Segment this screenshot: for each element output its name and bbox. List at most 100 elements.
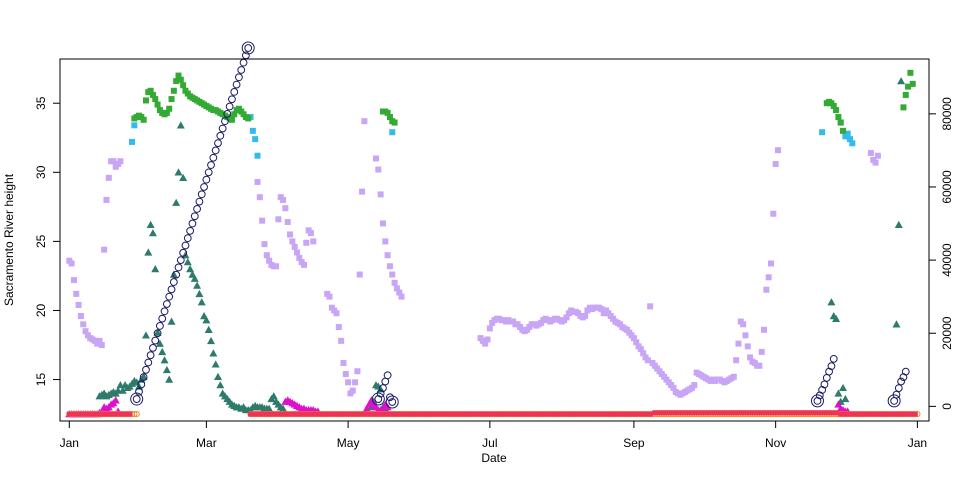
data-point: [872, 159, 879, 166]
y2-tick-label: 0: [940, 403, 954, 410]
data-point: [393, 285, 400, 292]
data-point: [866, 411, 872, 417]
data-point: [340, 411, 346, 417]
data-point: [261, 411, 267, 417]
data-point: [745, 410, 751, 416]
y-axis-title: Sacramento River height: [2, 173, 16, 306]
data-point: [151, 336, 160, 345]
data-point: [656, 410, 662, 416]
data-point: [361, 118, 368, 125]
data-point: [230, 88, 239, 96]
data-point: [847, 411, 853, 417]
data-point: [782, 410, 788, 416]
data-point: [225, 102, 234, 111]
data-point: [231, 111, 238, 118]
data-point: [735, 340, 742, 347]
x-axis: Jan Mar May Jul Sep Nov Jan: [60, 420, 927, 450]
data-point: [359, 188, 366, 195]
data-point: [392, 411, 398, 417]
data-point: [209, 153, 218, 162]
data-point: [132, 395, 141, 403]
data-point: [680, 410, 686, 416]
data-point: [172, 270, 181, 279]
data-point: [835, 114, 842, 121]
data-point: [85, 411, 91, 417]
data-point: [190, 212, 199, 221]
data-point: [282, 205, 289, 212]
data-point: [387, 411, 393, 417]
y-tick-label: 35: [34, 96, 48, 110]
data-point: [652, 410, 658, 416]
data-point: [841, 394, 850, 403]
data-point: [68, 260, 75, 267]
data-point: [275, 216, 282, 223]
x-tick-label: Jan: [60, 436, 79, 450]
data-point: [245, 115, 252, 122]
data-point: [373, 411, 379, 417]
data-point: [165, 375, 174, 383]
y2-tick-label: 80000: [940, 97, 954, 131]
data-point: [221, 117, 229, 126]
data-point: [396, 411, 402, 417]
data-point: [322, 411, 328, 417]
x-tick-label: Mar: [196, 436, 217, 450]
data-point: [356, 271, 363, 278]
data-point: [308, 411, 314, 417]
data-point: [307, 230, 314, 237]
data-point: [401, 411, 407, 417]
data-point: [82, 328, 89, 335]
data-point: [294, 249, 300, 256]
data-point: [601, 411, 607, 417]
data-point: [228, 95, 236, 104]
data-point: [834, 389, 843, 397]
data-point: [461, 411, 467, 417]
data-point: [228, 116, 235, 123]
data-point: [587, 411, 593, 417]
data-point: [70, 277, 77, 284]
data-point: [827, 298, 836, 306]
data-point: [345, 411, 351, 417]
data-point: [261, 241, 268, 248]
data-point: [386, 393, 394, 402]
data-point: [103, 411, 109, 417]
data-point: [540, 411, 546, 417]
data-point: [644, 357, 651, 364]
data-point: [181, 241, 190, 250]
data-point: [726, 410, 732, 416]
data-point: [744, 343, 751, 350]
data-point: [385, 395, 399, 409]
data-point: [670, 410, 676, 416]
data-point: [832, 314, 841, 322]
data-point: [336, 411, 342, 417]
data-point: [285, 411, 291, 417]
data-point: [211, 146, 220, 155]
data-point: [829, 354, 838, 363]
data-point: [80, 411, 86, 417]
data-point: [892, 320, 901, 328]
data-point: [153, 329, 162, 338]
data-point: [153, 328, 162, 336]
data-point: [375, 166, 382, 173]
data-point: [907, 69, 914, 76]
data-point: [730, 373, 737, 380]
data-point: [235, 73, 243, 82]
data-point: [582, 312, 589, 319]
data-point: [146, 351, 155, 360]
data-point: [452, 411, 458, 417]
data-point: [338, 337, 345, 344]
data-point: [383, 403, 392, 411]
x-tick-label: Nov: [765, 436, 786, 450]
data-point: [894, 220, 903, 229]
data-point: [630, 335, 637, 342]
data-point: [386, 114, 393, 121]
data-point: [768, 410, 774, 416]
data-point: [183, 234, 192, 243]
data-point: [232, 80, 241, 89]
data-point: [633, 411, 639, 417]
data-point: [536, 411, 542, 417]
data-point: [130, 392, 144, 406]
data-point: [805, 410, 811, 416]
data-point: [77, 312, 84, 319]
data-point: [415, 411, 421, 417]
